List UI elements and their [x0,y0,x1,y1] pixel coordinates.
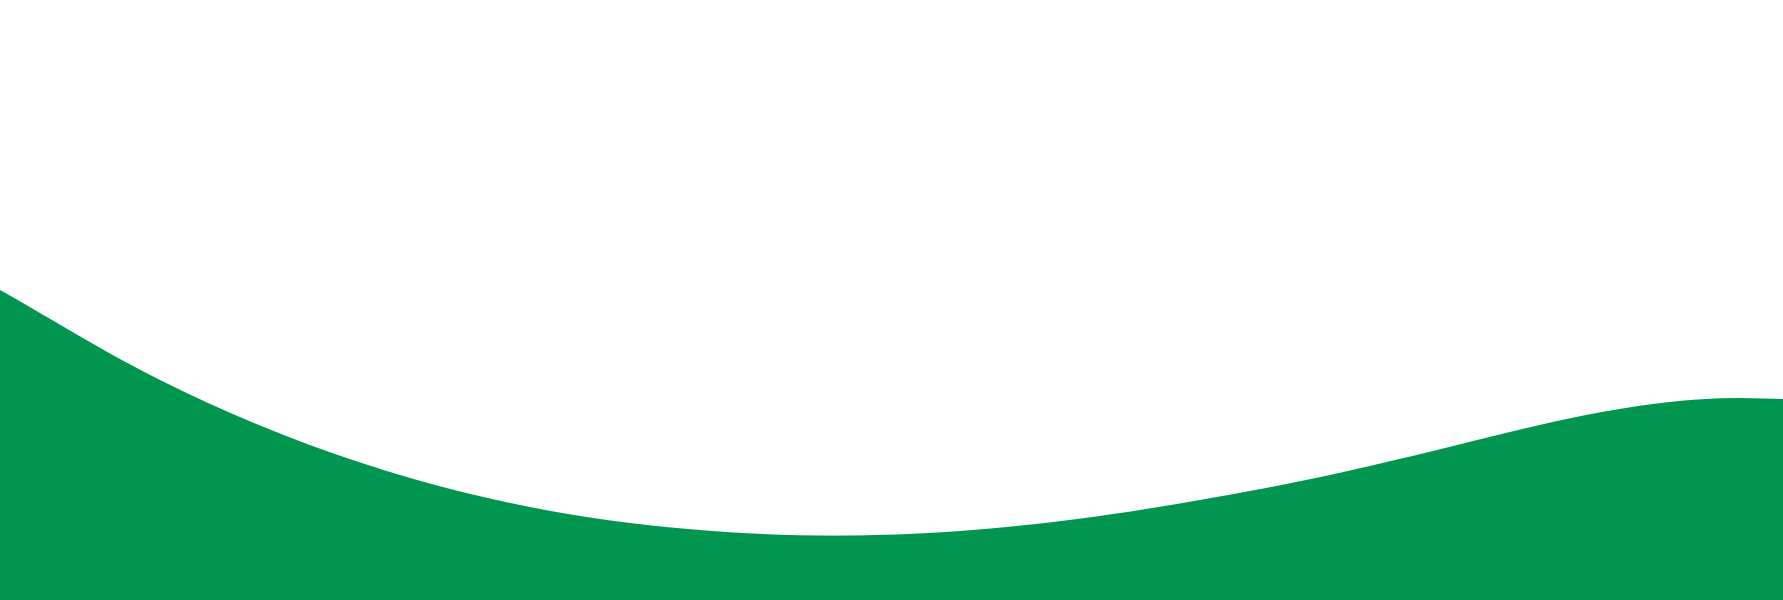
green-wave-shape [0,290,1783,600]
